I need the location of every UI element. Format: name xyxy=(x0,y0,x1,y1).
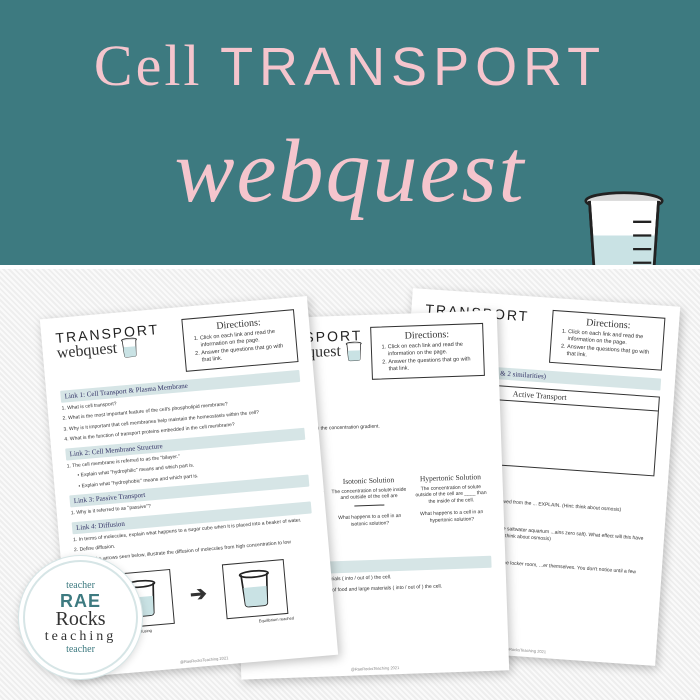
title-word-transport: TRANSPORT xyxy=(220,37,606,97)
subtitle: webquest xyxy=(175,120,526,223)
arrow-icon: ➔ xyxy=(189,580,208,606)
logo-bottom-text: teacher xyxy=(66,645,95,655)
beaker-icon xyxy=(345,341,364,362)
solution-column: Isotonic Solution The concentration of s… xyxy=(330,475,408,529)
beaker-icon xyxy=(237,568,274,609)
page-title-sub: webquest xyxy=(56,340,118,363)
brand-logo: teacher RAE Rocks teaching teacher xyxy=(18,555,143,680)
logo-rocks-text: Rocks xyxy=(56,608,106,631)
directions-title: Directions: xyxy=(377,328,476,342)
logo-top-text: teacher xyxy=(66,581,95,591)
directions-box: Directions: Click on each link and read … xyxy=(370,323,485,379)
solution-title: Hypertonic Solution xyxy=(412,472,488,484)
solution-body: The concentration of solute inside and o… xyxy=(331,486,407,502)
beaker-box-right xyxy=(222,558,289,618)
logo-teaching-text: teaching xyxy=(45,629,116,645)
solution-column: Hypertonic Solution The concentration of… xyxy=(412,472,490,526)
title-word-cell: Cell xyxy=(94,33,203,98)
beaker-icon xyxy=(120,337,140,358)
directions-box: Directions: Click on each link and read … xyxy=(181,309,298,371)
solution-question: What happens to a cell in an hypertonic … xyxy=(414,509,490,525)
preview-area: TRANSPORT webquest Directions: Click on … xyxy=(0,265,700,700)
directions-box: Directions: Click on each link and read … xyxy=(549,310,665,370)
main-title: Cell TRANSPORT xyxy=(94,32,606,99)
caption: Equilibrium reached xyxy=(258,615,294,623)
solution-body: The concentration of solute outside of t… xyxy=(413,484,490,506)
page-footer: @RaeRocksTeaching 2021 xyxy=(241,661,509,675)
direction-item: Answer the questions that go with that l… xyxy=(388,356,478,373)
hero-banner: Cell TRANSPORT webquest xyxy=(0,0,700,265)
solution-title: Isotonic Solution xyxy=(330,475,406,487)
solution-question: What happens to a cell in an isotonic so… xyxy=(332,513,408,529)
